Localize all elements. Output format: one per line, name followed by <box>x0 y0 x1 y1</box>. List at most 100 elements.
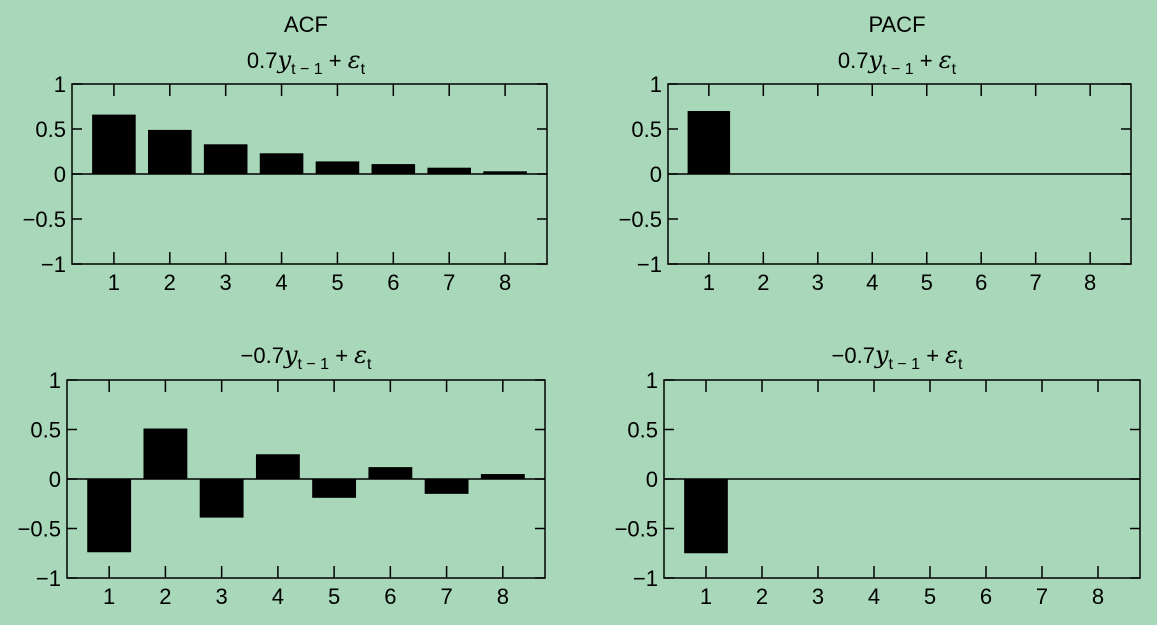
equation-part: + <box>920 343 945 368</box>
chart-panels: 0.7yt − 1 + εt1 2 3 4 5 6 7 810.50−0.5−10.7yt −… <box>18 46 1141 609</box>
x-tick-label: 5 <box>331 270 343 295</box>
y-tick-label: 1 <box>54 72 66 97</box>
bar-lag-1 <box>92 114 136 174</box>
y-tick-label: −1 <box>637 252 662 277</box>
x-tick-label: 2 <box>164 270 176 295</box>
equation-part: 0.7 <box>838 48 869 73</box>
pacf-positive-panel: 0.7yt − 1 + εt 1 2 3 4 5 6 7 8 1 0.5 0 −0.5 −1 <box>619 46 1132 295</box>
y-tick-label: −0.5 <box>23 207 66 232</box>
acf-negative-panel: −0.7yt − 1 + εt 1 2 3 4 5 6 7 8 1 0.5 0 −0.5 −1 <box>18 341 546 609</box>
x-tick-label: 3 <box>812 270 824 295</box>
x-tick-label: 4 <box>275 270 287 295</box>
x-tick-label: 7 <box>1036 584 1048 609</box>
y-tick-label: 0 <box>49 467 61 492</box>
x-tick-label: 3 <box>220 270 232 295</box>
bar-lag-1 <box>87 479 132 553</box>
x-tick-label: 1 <box>700 584 712 609</box>
y-tick-label: 0 <box>54 162 66 187</box>
equation-part: t − 1 <box>889 356 921 373</box>
x-tick-label: 8 <box>1092 584 1104 609</box>
pacf-negative-panel: −0.7yt − 1 + εt 1 2 3 4 5 6 7 8 1 0.5 0 −0.5 −1 <box>615 341 1141 609</box>
x-tick-label: 1 <box>703 270 715 295</box>
equation-part: + <box>914 48 939 73</box>
x-tick-label: 7 <box>1030 270 1042 295</box>
acf-positive-panel: 0.7yt − 1 + εt 1 2 3 4 5 6 7 8 1 0.5 0 −0.5 −1 <box>23 46 548 295</box>
y-tick-label: −0.5 <box>615 517 658 542</box>
y-tick-label: 0 <box>646 467 658 492</box>
equation-part: t − 1 <box>291 61 323 78</box>
x-tick-label: 2 <box>756 584 768 609</box>
bar-lag-8 <box>480 474 525 479</box>
equation-part: −0.7 <box>832 343 875 368</box>
bar-lag-3 <box>203 144 248 174</box>
x-tick-label: 4 <box>272 584 284 609</box>
y-tick-label: −1 <box>633 566 658 591</box>
bar-lag-4 <box>255 454 300 479</box>
bar-lag-1 <box>684 479 728 554</box>
x-tick-label: 6 <box>384 584 396 609</box>
x-tick-label: 2 <box>159 584 171 609</box>
pacf-negative-equation: −0.7yt − 1 + εt <box>832 341 964 373</box>
bar-lag-7 <box>427 167 471 174</box>
x-tick-label: 8 <box>499 270 511 295</box>
equation-part: ε <box>354 341 367 369</box>
equation-part: 0.7 <box>247 48 278 73</box>
y-tick-label: 0.5 <box>35 117 66 142</box>
equation-part: ε <box>939 46 952 74</box>
bar-lag-5 <box>312 479 357 498</box>
x-tick-label: 8 <box>1084 270 1096 295</box>
y-tick-label: 0.5 <box>627 418 658 443</box>
x-tick-label: 3 <box>812 584 824 609</box>
equation-part: t − 1 <box>882 61 914 78</box>
equation-part: −0.7 <box>241 343 284 368</box>
x-tick-label: 5 <box>328 584 340 609</box>
x-tick-label: 7 <box>440 584 452 609</box>
equation-part: y <box>874 341 889 369</box>
y-tick-label: 0.5 <box>631 117 662 142</box>
bar-lag-2 <box>143 428 188 479</box>
bar-lag-5 <box>315 161 360 174</box>
equation-part: t − 1 <box>298 356 330 373</box>
acf-negative-equation: −0.7yt − 1 + εt <box>241 341 373 373</box>
bar-lag-6 <box>368 467 413 479</box>
y-tick-label: −0.5 <box>18 517 61 542</box>
x-tick-label: 8 <box>497 584 509 609</box>
bar-lag-3 <box>199 479 244 518</box>
equation-part: + <box>323 48 348 73</box>
x-tick-label: 5 <box>921 270 933 295</box>
x-tick-label: 6 <box>975 270 987 295</box>
x-tick-label: 7 <box>443 270 455 295</box>
equation-part: t <box>958 356 963 373</box>
y-tick-label: 1 <box>646 368 658 393</box>
x-tick-label: 4 <box>868 584 880 609</box>
equation-part: t <box>361 61 366 78</box>
y-tick-label: 0 <box>650 162 662 187</box>
x-tick-label: 6 <box>387 270 399 295</box>
x-tick-label: 4 <box>866 270 878 295</box>
x-tick-label: 1 <box>108 270 120 295</box>
equation-part: t <box>367 356 372 373</box>
y-tick-label: −1 <box>36 566 61 591</box>
pacf-column-title: PACF <box>868 12 925 37</box>
y-tick-label: 1 <box>49 368 61 393</box>
y-tick-label: −1 <box>41 252 66 277</box>
equation-part: y <box>868 46 883 74</box>
y-tick-label: 1 <box>650 72 662 97</box>
equation-part: y <box>277 46 292 74</box>
equation-part: ε <box>945 341 958 369</box>
x-tick-label: 5 <box>924 584 936 609</box>
bar-lag-4 <box>259 153 304 174</box>
y-tick-label: 0.5 <box>30 418 61 443</box>
pacf-positive-equation: 0.7yt − 1 + εt <box>838 46 957 78</box>
acf-positive-equation: 0.7yt − 1 + εt <box>247 46 366 78</box>
x-tick-label: 1 <box>103 584 115 609</box>
bar-lag-7 <box>424 479 469 494</box>
equation-part: ε <box>348 46 361 74</box>
bar-lag-6 <box>371 164 416 174</box>
x-tick-label: 2 <box>757 270 769 295</box>
equation-part: y <box>283 341 298 369</box>
bar-lag-2 <box>148 129 192 174</box>
x-tick-label: 3 <box>216 584 228 609</box>
acf-column-title: ACF <box>284 12 328 37</box>
